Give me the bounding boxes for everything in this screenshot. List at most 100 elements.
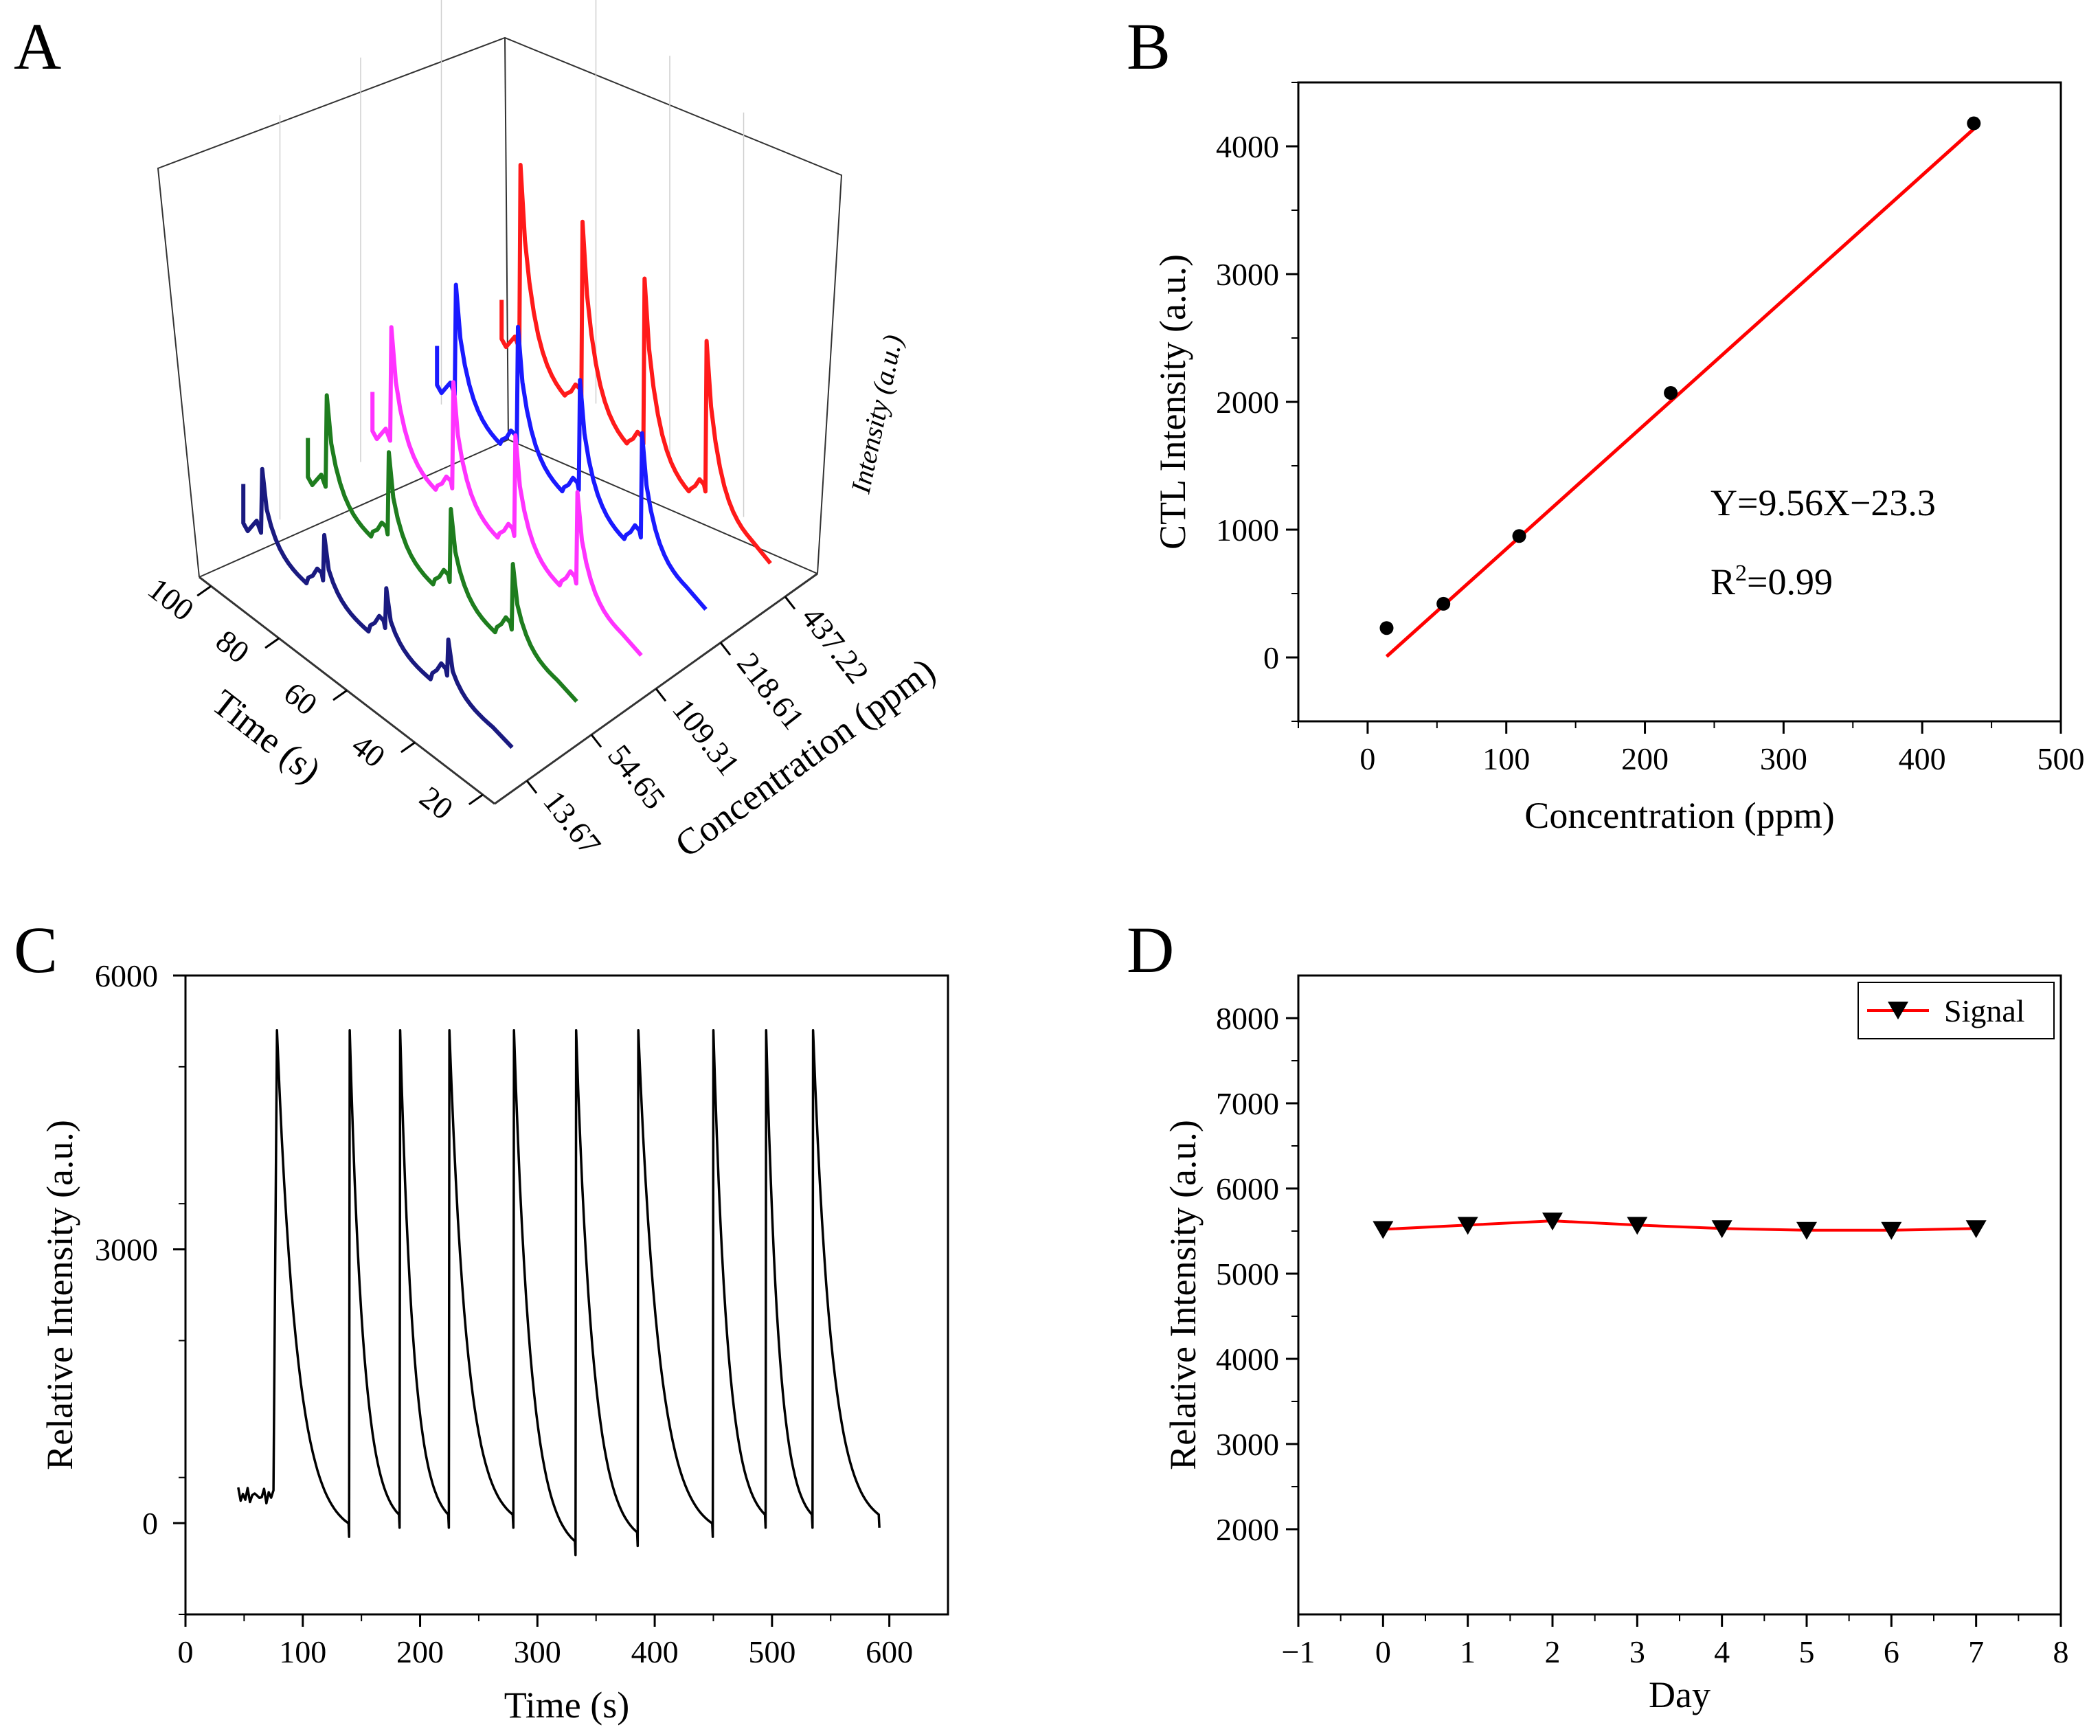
panel-b-data-point — [1967, 116, 1981, 131]
panel-label-d: D — [1127, 913, 1174, 987]
panel-a-ytick-mark — [590, 734, 602, 748]
panel-a-ytick-mark — [719, 642, 732, 656]
panel-d-xtick-label: 7 — [1968, 1634, 1984, 1669]
panel-d-data-marker — [1796, 1221, 1817, 1240]
panel-c-xtick-label: 200 — [396, 1634, 444, 1669]
panel-a-series-trace — [241, 466, 514, 749]
panel-d-xtick-label: 8 — [2053, 1634, 2069, 1669]
panel-b-xtick-label: 0 — [1359, 741, 1375, 776]
panel-b-ytick-label: 0 — [1263, 640, 1279, 675]
panel-c-xtick-label: 100 — [279, 1634, 326, 1669]
panel-b-points — [1379, 116, 1981, 635]
panel-b-r2-sup: 2 — [1735, 561, 1747, 586]
panel-a-ytick-label: 54.65 — [601, 738, 673, 815]
panel-a-ytick-label: 437.22 — [795, 600, 876, 690]
panel-d-ytick-label: 8000 — [1216, 1001, 1279, 1036]
panel-b-xtick-label: 300 — [1760, 741, 1807, 776]
panel-a-xtick-label: 100 — [142, 571, 201, 628]
panel-d-series-line — [1383, 1219, 1976, 1232]
panel-label-a: A — [14, 10, 61, 83]
panel-d-xtick-label: 2 — [1545, 1634, 1561, 1669]
panel-d-ytick-label: 4000 — [1216, 1342, 1279, 1377]
panel-a-xtick-mark — [264, 637, 280, 649]
panel-a-series-trace — [306, 393, 578, 703]
panel-d-xtick-label: 5 — [1799, 1634, 1815, 1669]
panel-a-xtick-label: 80 — [210, 623, 256, 670]
panel-c-ylabel: Relative Intensity (a.u.) — [39, 1120, 80, 1470]
panel-b-data-point — [1436, 596, 1451, 611]
panel-c-trace — [237, 1028, 881, 1557]
panel-b-equation: Y=9.56X−23.3 — [1711, 482, 1936, 523]
panel-a-xtick-label: 60 — [278, 675, 324, 723]
panel-d-ytick-label: 2000 — [1216, 1512, 1279, 1547]
panel-a-3d-chart: 2040608010013.6754.65109.31218.61437.22 … — [142, 0, 942, 866]
panel-d-data-marker — [1627, 1217, 1648, 1235]
panel-a-ytick-mark — [784, 596, 796, 610]
panel-a-ytick-mark — [655, 688, 667, 702]
panel-a-xtick-mark — [332, 689, 348, 701]
panel-c-xtick-label: 0 — [178, 1634, 194, 1669]
panel-b-fit-group — [1385, 127, 1975, 658]
panel-a-xtick-mark — [400, 741, 416, 754]
panel-b-r-squared: R2=0.99 — [1711, 561, 1833, 602]
panel-d-legend: Signal — [1858, 982, 2055, 1039]
panel-b-data-point — [1512, 529, 1526, 543]
panel-d-xtick-label: 6 — [1884, 1634, 1899, 1669]
panel-a-zlabel: Intensity (a.u.) — [845, 332, 909, 497]
panel-b-ticks: 0 100 200 300 400 500 0 1000 2000 3000 4000 — [1216, 82, 2085, 776]
panel-d-legend-label: Signal — [1944, 993, 2025, 1028]
panel-c-xtick-label: 500 — [748, 1634, 795, 1669]
panel-d-ytick-label: 5000 — [1216, 1256, 1279, 1292]
panel-d-data-marker — [1711, 1220, 1732, 1239]
panel-d-ytick-label: 7000 — [1216, 1086, 1279, 1121]
panel-b-ytick-label: 4000 — [1216, 129, 1279, 164]
panel-d-xtick-label: 1 — [1460, 1634, 1476, 1669]
panel-d-ytick-label: 6000 — [1216, 1171, 1279, 1206]
panel-a-xtick-label: 20 — [414, 779, 460, 826]
panel-a-series-trace — [435, 282, 708, 611]
panel-d-data-marker — [1373, 1221, 1394, 1239]
panel-c-ytick-label: 3000 — [95, 1232, 158, 1267]
panel-b-xtick-label: 500 — [2037, 741, 2085, 776]
panel-a-xtick-mark — [468, 793, 484, 806]
panel-a-grid — [279, 0, 745, 520]
panel-c-xlabel: Time (s) — [504, 1684, 630, 1726]
panel-d-legend-marker — [1888, 1002, 1908, 1019]
panel-d-data-marker — [1965, 1220, 1987, 1239]
panel-label-b: B — [1127, 10, 1171, 83]
panel-d-data-marker — [1542, 1213, 1563, 1231]
panel-d-ylabel: Relative Intensity (a.u.) — [1162, 1120, 1204, 1470]
panel-d-xtick-label: 4 — [1714, 1634, 1730, 1669]
panel-a-series-trace — [499, 163, 772, 565]
panel-b-scatter-chart: 0 100 200 300 400 500 0 1000 2000 3000 4000 Concen… — [1152, 81, 2085, 836]
panel-d-xtick-label: 3 — [1629, 1634, 1645, 1669]
panel-a-ytick-mark — [526, 780, 538, 794]
panel-a-xtick-label: 40 — [346, 728, 392, 775]
panel-b-fit-line — [1385, 127, 1975, 658]
panel-d-line-chart: −1 0 1 2 3 4 5 6 7 82000300040005000600070008000 … — [1162, 974, 2069, 1715]
panel-c-xtick-label: 600 — [866, 1634, 913, 1669]
panel-d-ticks: −1 0 1 2 3 4 5 6 7 8 2000 3000 4000 5000 6000 7000 8000 — [1216, 1001, 2069, 1669]
panel-a-ytick-label: 218.61 — [730, 646, 811, 736]
panel-d-xtick-label: 0 — [1375, 1634, 1391, 1669]
panel-d-plot-frame — [1297, 974, 2062, 1616]
panel-d-ytick-label: 3000 — [1216, 1427, 1279, 1462]
panel-a-xtick-mark — [196, 585, 212, 597]
panel-b-ytick-label: 2000 — [1216, 385, 1279, 420]
panel-b-xtick-label: 400 — [1899, 741, 1946, 776]
panel-c-series — [237, 1028, 881, 1557]
panel-c-ytick-label: 0 — [142, 1506, 158, 1541]
panel-c-xtick-label: 400 — [631, 1634, 679, 1669]
panel-b-data-point — [1664, 385, 1678, 400]
panel-c-xtick-label: 300 — [514, 1634, 561, 1669]
panel-label-c: C — [14, 913, 58, 987]
panel-b-data-point — [1379, 621, 1394, 635]
panel-b-xtick-label: 100 — [1482, 741, 1530, 776]
panel-c-ytick-label: 6000 — [95, 958, 158, 993]
panel-d-xlabel: Day — [1649, 1674, 1711, 1715]
panel-a-series-trace — [370, 325, 643, 657]
panel-d-data-marker — [1881, 1221, 1902, 1240]
